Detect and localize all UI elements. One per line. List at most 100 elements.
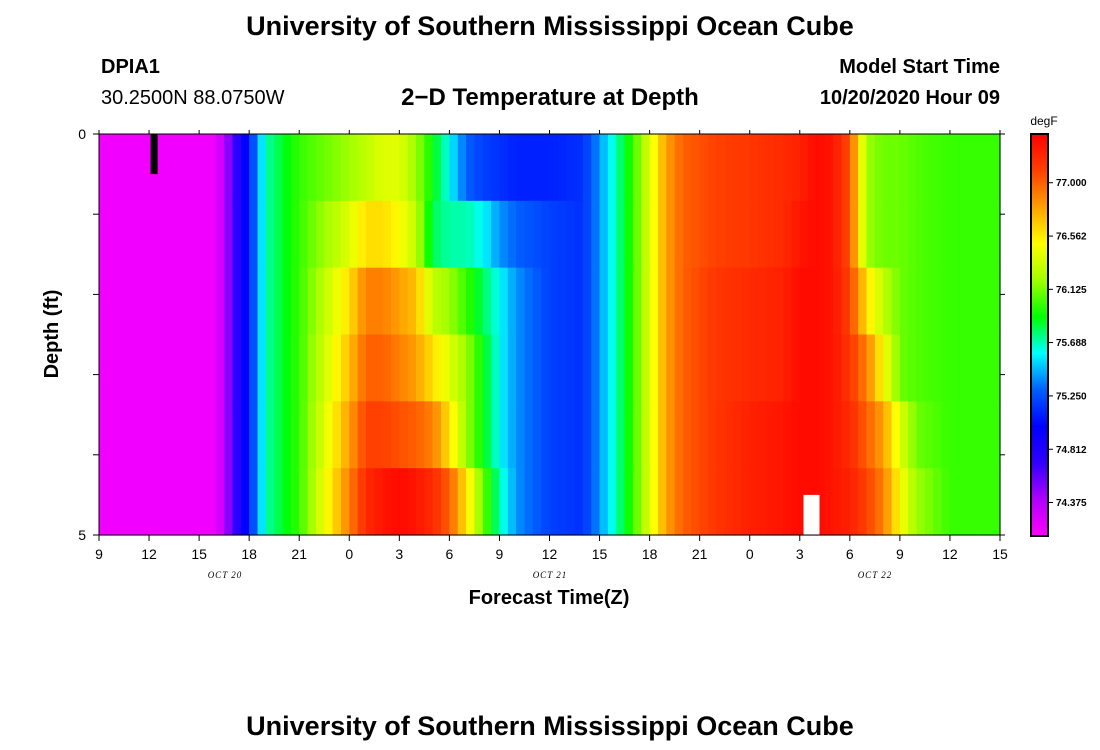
heatmap-cell [524,200,534,269]
heatmap-cell [758,267,767,336]
heatmap-cell [582,468,592,536]
heatmap-cell [983,267,993,336]
heatmap-cell [115,200,125,269]
heatmap-cell [190,401,200,469]
heatmap-cell [124,334,133,402]
heatmap-cell [858,267,868,336]
heatmap-cell [399,134,409,202]
heatmap-cell [674,401,684,469]
heatmap-cell [457,200,467,269]
heatmap-cell [908,200,918,269]
heatmap-cell [758,401,767,469]
heatmap-cell [232,334,242,402]
heatmap-cell [808,267,818,336]
heatmap-cell [516,200,526,269]
heatmap-cell [933,468,943,536]
heatmap-cell [791,468,801,536]
heatmap-cell [199,200,209,269]
heatmap-cell [749,267,759,336]
heatmap-cell [432,267,442,336]
heatmap-cell [416,267,425,336]
heatmap-cell [365,200,375,269]
heatmap-cell [274,267,284,336]
heatmap-cell [783,134,793,202]
heatmap-cell [274,401,284,469]
heatmap-cell [474,200,484,269]
heatmap-cell [99,468,108,536]
heatmap-cell [240,401,250,469]
heatmap-cell [274,200,284,269]
heatmap-cell [441,134,450,202]
heatmap-cell [657,401,667,469]
heatmap-cell [290,468,300,536]
heatmap-cell [849,134,859,202]
x-tick-label: 15 [992,546,1008,562]
heatmap-cell [182,267,192,336]
heatmap-cell [224,334,234,402]
heatmap-cell [682,267,692,336]
heatmap-cell [249,468,259,536]
heatmap-cell [532,200,542,269]
heatmap-cell [883,200,893,269]
heatmap-cell [282,468,292,536]
footer-title: University of Southern Mississippi Ocean… [246,711,854,741]
heatmap-cell [466,267,476,336]
heatmap-cell [632,267,642,336]
heatmap-cell [382,267,392,336]
heatmap-cell [674,267,684,336]
heatmap-cell [157,200,167,269]
heatmap-cell [933,267,943,336]
heatmap-cell [140,267,150,336]
heatmap-cell [265,134,275,202]
heatmap-cell [157,267,167,336]
heatmap-cell [257,134,267,202]
heatmap-cell [657,267,667,336]
heatmap-cell [349,200,359,269]
heatmap-cell [924,134,934,202]
heatmap-cell [507,134,517,202]
heatmap-cell [199,267,209,336]
heatmap-cell [324,267,334,336]
heatmap-cell [157,134,167,202]
heatmap-cell [674,134,684,202]
heatmap-cell [340,468,350,536]
heatmap-cell [315,401,325,469]
heatmap-cell [549,134,559,202]
heatmap-cell [708,401,717,469]
heatmap-cell [390,200,400,269]
heatmap-cell [949,134,959,202]
heatmap-cell [207,134,217,202]
heatmap-cell [766,468,776,536]
heatmap-cell [983,134,993,202]
heatmap-cell [215,267,225,336]
heatmap-cell [624,468,634,536]
heatmap-cell [783,200,793,269]
heatmap-cell [708,468,717,536]
heatmap-cell [491,134,501,202]
heatmap-cell [616,134,626,202]
heatmap-cell [624,267,634,336]
heatmap-cell [841,468,851,536]
heatmap-cell [249,334,259,402]
heatmap-cell [733,134,742,202]
date-label: OCT 20 [208,570,243,580]
heatmap-cell [299,401,309,469]
heatmap-cell [340,200,350,269]
heatmap-cell [949,334,959,402]
heatmap-cell [733,401,742,469]
heatmap-cell [199,334,209,402]
heatmap-cell [749,334,759,402]
heatmap-cell [240,134,250,202]
heatmap-cell [516,334,526,402]
heatmap-cell [791,200,801,269]
heatmap-cell [240,334,250,402]
heatmap-cell [966,267,976,336]
heatmap-cell [140,401,150,469]
heatmap-cell [549,334,559,402]
heatmap-cell [891,267,901,336]
heatmap-cell [115,401,125,469]
heatmap-cell [390,401,400,469]
heatmap-cell [891,468,901,536]
heatmap-cell [974,334,984,402]
